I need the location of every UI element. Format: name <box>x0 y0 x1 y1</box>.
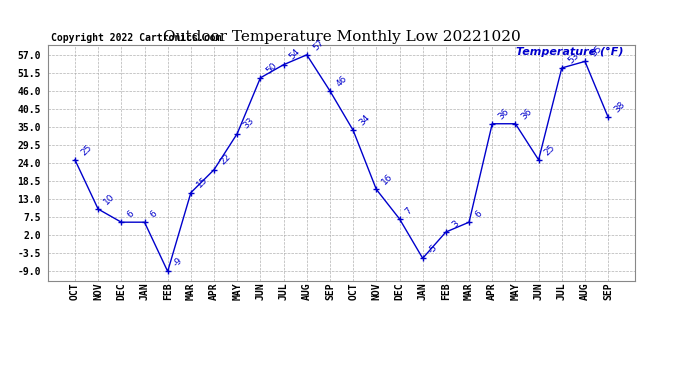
Text: 10: 10 <box>102 192 117 206</box>
Text: 3: 3 <box>450 219 460 229</box>
Text: 6: 6 <box>126 209 136 219</box>
Title: Outdoor Temperature Monthly Low 20221020: Outdoor Temperature Monthly Low 20221020 <box>163 30 520 44</box>
Text: Copyright 2022 Cartronics.com: Copyright 2022 Cartronics.com <box>51 33 221 43</box>
Text: 33: 33 <box>241 116 256 131</box>
Text: 38: 38 <box>612 100 627 114</box>
Text: 50: 50 <box>264 60 279 75</box>
Text: -5: -5 <box>427 243 440 255</box>
Text: 57: 57 <box>311 38 326 52</box>
Text: 54: 54 <box>288 48 302 62</box>
Text: Temperature (°F): Temperature (°F) <box>515 47 623 57</box>
Text: 16: 16 <box>380 172 395 187</box>
Text: 15: 15 <box>195 176 210 190</box>
Text: -9: -9 <box>172 256 185 268</box>
Text: 6: 6 <box>148 209 159 219</box>
Text: 55: 55 <box>589 44 604 58</box>
Text: 46: 46 <box>334 74 348 88</box>
Text: 22: 22 <box>218 153 233 167</box>
Text: 6: 6 <box>473 209 484 219</box>
Text: 53: 53 <box>566 51 580 65</box>
Text: 34: 34 <box>357 113 372 128</box>
Text: 7: 7 <box>404 206 414 216</box>
Text: 25: 25 <box>79 142 94 157</box>
Text: 36: 36 <box>496 106 511 121</box>
Text: 36: 36 <box>520 106 534 121</box>
Text: 25: 25 <box>543 142 557 157</box>
